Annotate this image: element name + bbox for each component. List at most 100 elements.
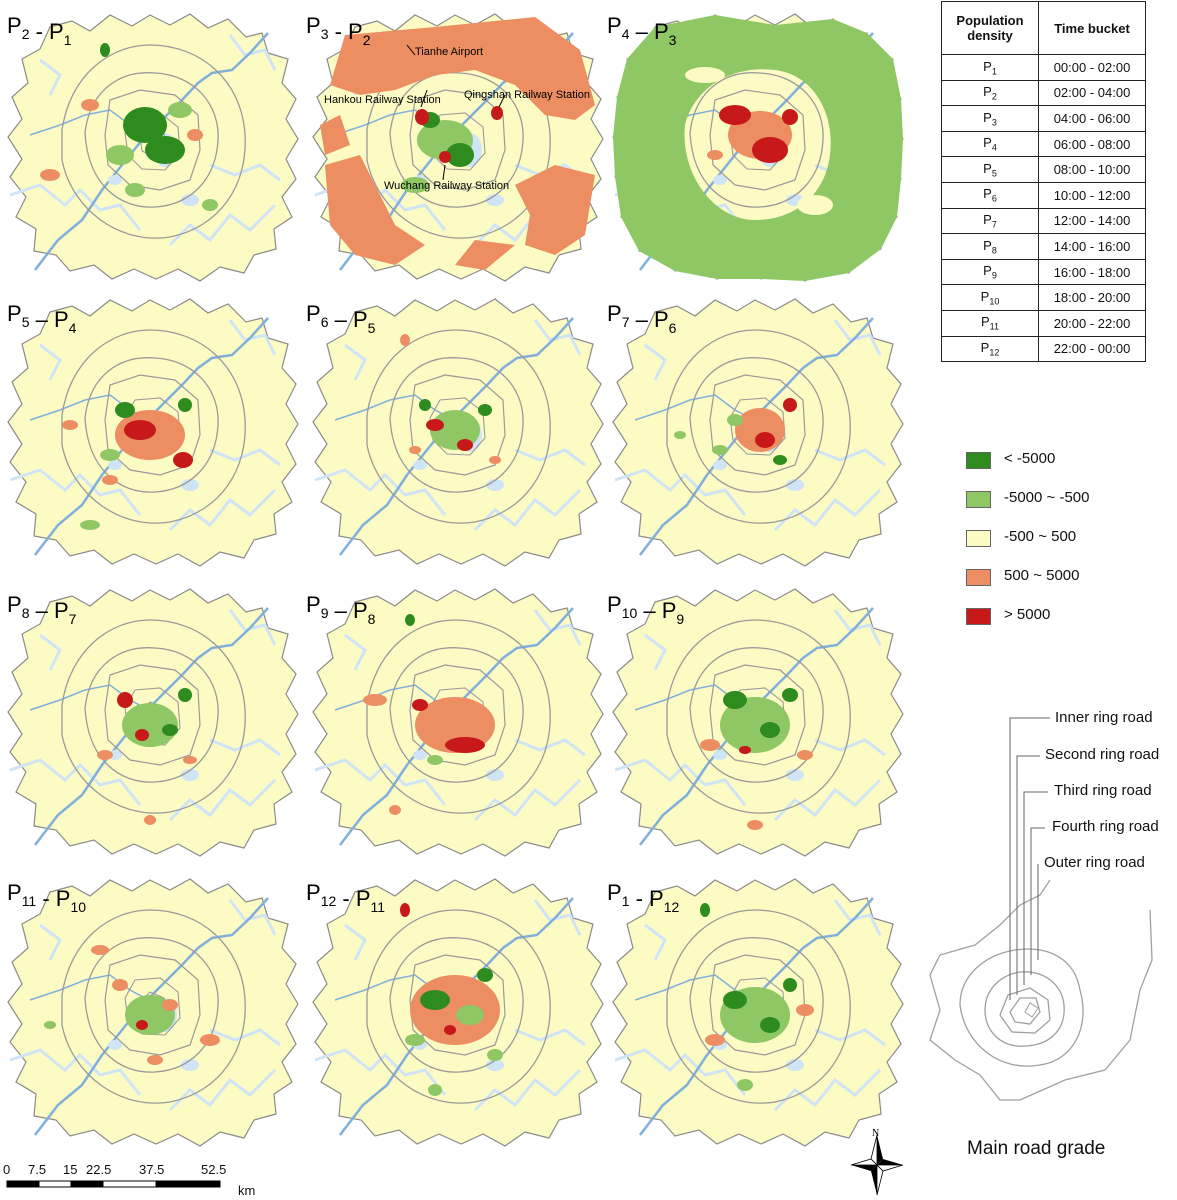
period-cell: P11 — [941, 309, 1039, 337]
time-bucket-table: Population density Time bucket P1 00:00 - … — [941, 1, 1146, 363]
table-row: P6 10:00 - 12:00 — [941, 181, 1146, 209]
panel-title-part: P — [306, 13, 321, 38]
panel-title-part: P — [306, 592, 321, 617]
panel-title-part: P — [7, 13, 22, 38]
panel-title-subscript: 3 — [669, 32, 677, 48]
legend-swatch — [966, 569, 991, 586]
panel-title-part: P — [54, 307, 69, 332]
map-panel-p1-p12 — [611, 877, 905, 1148]
label-main-road-grade: Main road grade — [967, 1138, 1106, 1159]
annotation-qingshan-station: Qingshan Railway Station — [464, 89, 590, 101]
panel-title-part: P — [356, 886, 371, 911]
panel-title-part: P — [49, 19, 64, 44]
legend-label: -5000 ~ -500 — [1004, 489, 1090, 506]
period-cell: P9 — [941, 258, 1039, 286]
map-panel-p5-p4 — [6, 297, 300, 568]
table-row: P7 12:00 - 14:00 — [941, 207, 1146, 235]
legend-label: > 5000 — [1004, 606, 1051, 623]
table-row: P12 22:00 - 00:00 — [941, 335, 1146, 363]
panel-title-part: P — [607, 13, 622, 38]
scale-tick-label: 22.5 — [86, 1162, 112, 1177]
panel-title-part: P — [306, 880, 321, 905]
panel-title: P2 - P1 — [7, 13, 72, 48]
legend-label: < -5000 — [1004, 450, 1056, 467]
time-cell: 00:00 - 02:00 — [1038, 54, 1146, 81]
road-grade-diagram — [929, 879, 1153, 1101]
panel-title-part: - — [336, 886, 356, 911]
panel-title-part: P — [649, 886, 664, 911]
period-cell: P5 — [941, 156, 1039, 183]
table-row: P4 06:00 - 08:00 — [941, 130, 1146, 158]
table-row: P8 14:00 - 16:00 — [941, 233, 1146, 260]
annotation-tianhe-airport: Tianhe Airport — [415, 46, 483, 58]
panel-title-subscript: 11 — [22, 893, 37, 909]
panel-title-part: P — [607, 301, 622, 326]
panel-title-subscript: 5 — [368, 320, 376, 336]
panel-title-subscript: 8 — [368, 611, 376, 627]
label-outer-ring-road: Outer ring road — [1044, 854, 1145, 871]
panel-title-part: P — [306, 301, 321, 326]
panel-title-part: P — [607, 880, 622, 905]
panel-title-subscript: 6 — [669, 320, 677, 336]
period-cell: P6 — [941, 181, 1039, 209]
time-cell: 12:00 - 14:00 — [1038, 207, 1146, 235]
panel-title-subscript: 12 — [321, 893, 337, 909]
table-header-time-bucket: Time bucket — [1038, 1, 1146, 55]
panel-title-subscript: 7 — [622, 314, 630, 330]
panel-title-part: P — [348, 19, 363, 44]
scale-tick-label: 15 — [63, 1162, 78, 1177]
panel-title: P1 - P12 — [607, 880, 680, 915]
panel-title: P8 – P7 — [7, 592, 77, 627]
panel-title-part: – — [328, 307, 352, 332]
panel-title-subscript: 10 — [622, 605, 638, 621]
panel-title-subscript: 9 — [676, 611, 684, 627]
map-panel-p4-p3 — [611, 12, 905, 283]
table-row: P3 04:00 - 06:00 — [941, 105, 1146, 132]
panel-title: P5 – P4 — [7, 301, 77, 336]
panel-title-subscript: 6 — [321, 314, 329, 330]
panel-title-part: – — [629, 19, 653, 44]
panel-title-part: - — [29, 19, 49, 44]
table-header-population-density: Population density — [941, 1, 1039, 55]
panel-title: P9 – P8 — [306, 592, 376, 627]
panel-title-subscript: 10 — [70, 899, 86, 915]
table-row: P11 20:00 - 22:00 — [941, 309, 1146, 337]
panel-title-subscript: 3 — [321, 26, 329, 42]
panel-title-subscript: 1 — [622, 893, 630, 909]
legend-label: 500 ~ 5000 — [1004, 567, 1080, 584]
north-arrow-icon — [850, 1134, 904, 1196]
scale-unit-label: km — [238, 1183, 256, 1198]
map-panel-p9-p8 — [311, 587, 605, 858]
panel-title-part: – — [29, 598, 53, 623]
time-cell: 20:00 - 22:00 — [1038, 309, 1146, 337]
scale-bar — [6, 1180, 221, 1188]
period-cell: P8 — [941, 233, 1039, 260]
panel-title-part: P — [7, 301, 22, 326]
panel-title-subscript: 5 — [22, 314, 30, 330]
annotation-hankou-station: Hankou Railway Station — [324, 94, 441, 106]
panel-title-part: – — [29, 307, 53, 332]
time-cell: 22:00 - 00:00 — [1038, 335, 1146, 363]
panel-title-part: P — [54, 598, 69, 623]
legend-swatch — [966, 491, 991, 508]
map-panel-p6-p5 — [311, 297, 605, 568]
time-cell: 02:00 - 04:00 — [1038, 79, 1146, 107]
panel-title: P11 - P10 — [7, 880, 86, 915]
time-cell: 04:00 - 06:00 — [1038, 105, 1146, 132]
label-inner-ring-road: Inner ring road — [1055, 709, 1153, 726]
time-cell: 18:00 - 20:00 — [1038, 284, 1146, 311]
period-cell: P12 — [941, 335, 1039, 363]
panel-title-subscript: 12 — [664, 899, 680, 915]
period-cell: P1 — [941, 54, 1039, 81]
table-row: P9 16:00 - 18:00 — [941, 258, 1146, 286]
panel-title-part: P — [607, 592, 622, 617]
scale-tick-label: 52.5 — [201, 1162, 227, 1177]
label-third-ring-road: Third ring road — [1054, 782, 1152, 799]
panel-title-part: – — [637, 598, 661, 623]
panel-title-part: – — [629, 307, 653, 332]
panel-title-subscript: 4 — [622, 26, 630, 42]
map-panel-p11-p10 — [6, 877, 300, 1148]
time-cell: 14:00 - 16:00 — [1038, 233, 1146, 260]
panel-title: P12 - P11 — [306, 880, 385, 915]
